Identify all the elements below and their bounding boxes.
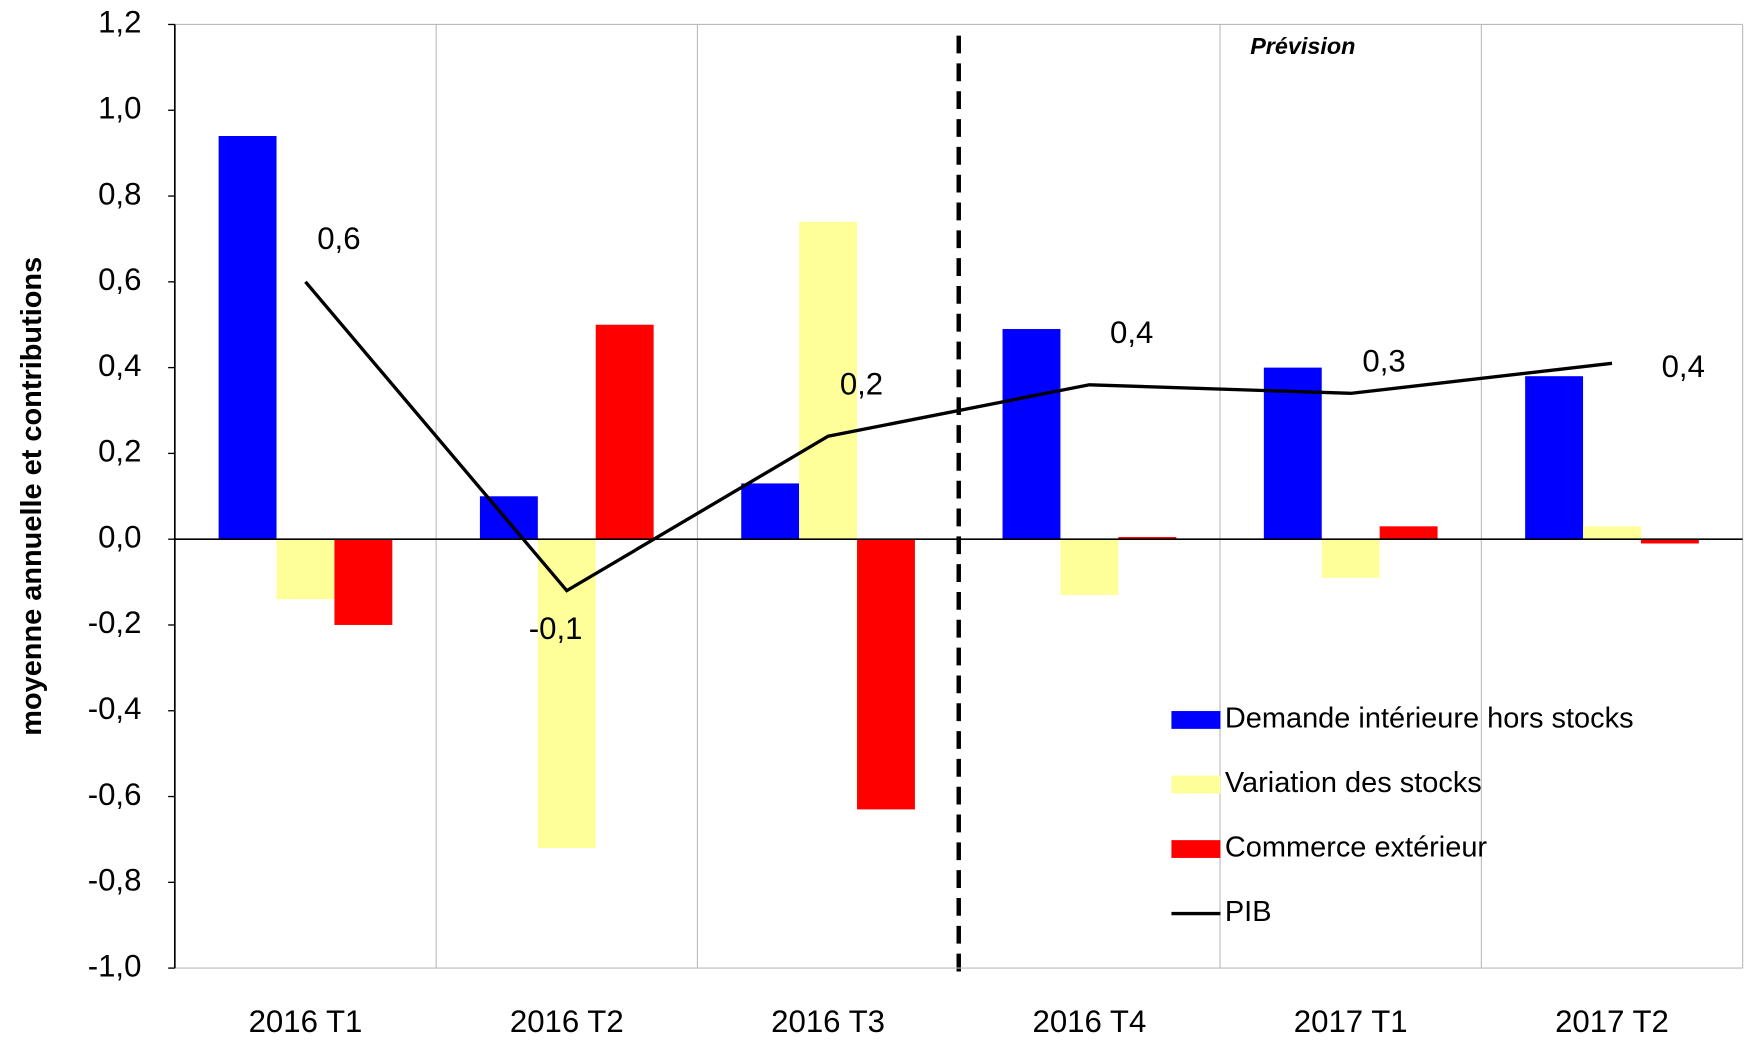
bar — [1321, 539, 1380, 578]
legend-label: Commerce extérieur — [1225, 832, 1488, 864]
x-tick-label: 2016 T3 — [771, 1004, 885, 1039]
data-label: 0,2 — [840, 366, 883, 401]
legend-label: PIB — [1225, 896, 1272, 928]
bar — [1640, 539, 1699, 544]
x-tick-label: 2016 T2 — [510, 1004, 624, 1039]
legend-swatch — [1171, 711, 1221, 729]
y-tick-label: -0,4 — [88, 691, 142, 726]
y-tick-label: 0,2 — [98, 434, 141, 469]
y-tick-label: 1,0 — [98, 91, 141, 126]
y-tick-label: -0,8 — [88, 863, 142, 898]
bar — [218, 136, 277, 540]
y-tick-label: 1,2 — [98, 5, 141, 40]
bar — [595, 324, 654, 540]
y-tick-label: 0,8 — [98, 176, 141, 211]
x-tick-label: 2017 T2 — [1555, 1004, 1669, 1039]
bar — [1118, 537, 1177, 540]
data-label: 0,3 — [1362, 344, 1405, 379]
x-tick-label: 2016 T1 — [249, 1004, 363, 1039]
y-tick-label: 0,4 — [98, 348, 141, 383]
bar — [741, 483, 800, 540]
line — [304, 280, 1613, 593]
data-label: 0,4 — [1110, 315, 1153, 350]
y-tick-label: -1,0 — [88, 948, 142, 983]
data-label: 0,6 — [317, 221, 360, 256]
y-tick-label: 0,0 — [98, 519, 141, 554]
bar — [537, 539, 596, 849]
bar — [1002, 329, 1061, 540]
bar — [334, 539, 393, 625]
legend-label: Variation des stocks — [1225, 767, 1482, 799]
legend-swatch — [1171, 840, 1221, 858]
legend-swatch — [1171, 775, 1221, 794]
x-tick-label: 2016 T4 — [1032, 1004, 1146, 1039]
bar — [1525, 376, 1584, 540]
bar — [857, 539, 915, 810]
bar — [276, 539, 335, 600]
bar — [1583, 526, 1641, 540]
data-label: -0,1 — [529, 611, 583, 646]
bar — [1379, 526, 1438, 540]
bar — [1263, 367, 1322, 540]
y-tick-label: 0,6 — [98, 262, 141, 297]
bar — [479, 496, 538, 540]
bar — [1060, 539, 1119, 595]
data-label: 0,4 — [1662, 349, 1705, 384]
bar — [799, 221, 858, 540]
x-tick-label: 2017 T1 — [1294, 1004, 1408, 1039]
annotation: Prévision — [1250, 33, 1355, 59]
legend-label: Demande intérieure hors stocks — [1225, 703, 1634, 735]
y-axis-label: moyenne annuelle et contributions — [16, 257, 48, 736]
y-tick-label: -0,6 — [88, 777, 142, 812]
y-tick-label: -0,2 — [88, 605, 142, 640]
